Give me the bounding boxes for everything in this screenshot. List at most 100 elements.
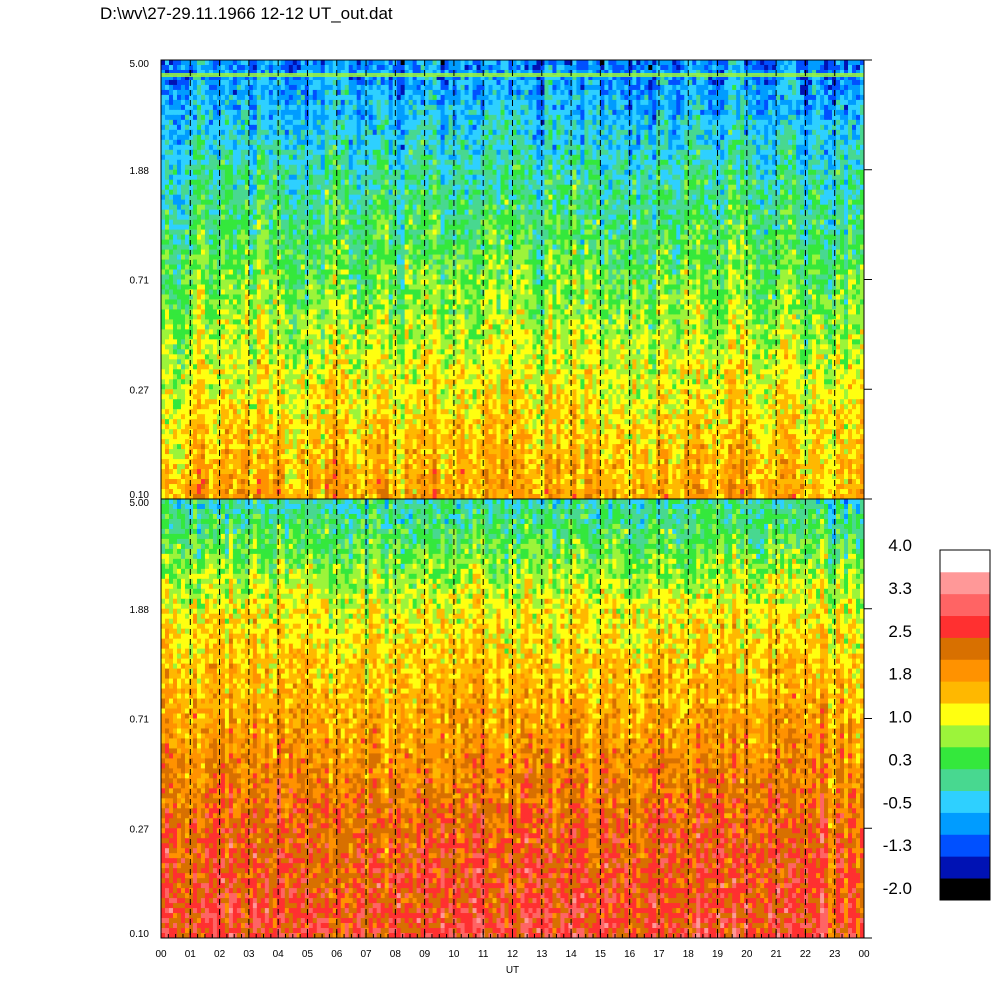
heatmap-cell xyxy=(684,60,689,66)
heatmap-cell xyxy=(456,94,462,101)
heatmap-cell xyxy=(492,60,498,66)
heatmap-cell xyxy=(564,184,570,191)
heatmap-cell xyxy=(768,129,773,136)
heatmap-cell xyxy=(544,69,550,76)
heatmap-cell xyxy=(336,99,342,106)
heatmap-cell xyxy=(472,79,478,86)
heatmap-cell xyxy=(436,99,442,106)
heatmap-cell xyxy=(688,124,693,131)
heatmap-cell xyxy=(408,64,414,71)
heatmap-cell xyxy=(708,94,713,101)
heatmap-cell xyxy=(476,109,482,116)
heatmap-cell xyxy=(800,94,805,101)
heatmap-cell xyxy=(288,199,294,206)
heatmap-cell xyxy=(376,144,382,151)
heatmap-cell xyxy=(516,129,522,136)
heatmap-cell xyxy=(220,79,226,86)
heatmap-cell xyxy=(212,109,218,116)
heatmap-cell xyxy=(804,149,809,156)
heatmap-cell xyxy=(564,119,570,126)
heatmap-cell xyxy=(688,174,693,181)
heatmap-cell xyxy=(280,129,286,136)
heatmap-cell xyxy=(596,99,601,106)
heatmap-cell xyxy=(636,174,641,181)
heatmap-cell xyxy=(612,124,617,131)
heatmap-cell xyxy=(752,144,757,151)
heatmap-cell xyxy=(600,84,605,91)
heatmap-cell xyxy=(548,159,554,166)
heatmap-cell xyxy=(196,179,202,186)
heatmap-cell xyxy=(280,74,286,81)
heatmap-cell xyxy=(396,199,402,206)
heatmap-cell xyxy=(776,89,781,96)
heatmap-cell xyxy=(348,184,354,191)
heatmap-cell xyxy=(436,129,442,136)
heatmap-cell xyxy=(300,134,306,141)
heatmap-cell xyxy=(260,60,266,66)
heatmap-cell xyxy=(196,60,202,66)
heatmap-cell xyxy=(404,199,410,206)
heatmap-cell xyxy=(368,94,374,101)
heatmap-cell xyxy=(428,99,434,106)
heatmap-cell xyxy=(784,189,789,196)
heatmap-cell xyxy=(748,189,753,196)
heatmap-cell xyxy=(824,154,829,161)
heatmap-cell xyxy=(744,194,749,201)
heatmap-cell xyxy=(720,104,725,111)
heatmap-cell xyxy=(748,159,753,166)
heatmap-cell xyxy=(464,149,470,156)
heatmap-cell xyxy=(404,189,410,196)
heatmap-cell xyxy=(720,154,725,161)
heatmap-cell xyxy=(264,64,270,71)
heatmap-cell xyxy=(392,164,398,171)
heatmap-cell xyxy=(276,89,282,96)
heatmap-cell xyxy=(688,129,693,136)
heatmap-cell xyxy=(492,89,498,96)
heatmap-cell xyxy=(812,89,817,96)
heatmap-cell xyxy=(776,159,781,166)
heatmap-cell xyxy=(640,129,645,136)
heatmap-cell xyxy=(752,189,757,196)
heatmap-cell xyxy=(368,184,374,191)
heatmap-cell xyxy=(824,169,829,176)
heatmap-cell xyxy=(812,114,817,121)
heatmap-cell xyxy=(336,89,342,96)
heatmap-cell xyxy=(700,84,705,91)
heatmap-cell xyxy=(812,74,817,81)
heatmap-cell xyxy=(772,84,777,91)
heatmap-cell xyxy=(440,159,446,166)
heatmap-cell xyxy=(264,74,270,81)
heatmap-cell xyxy=(452,104,458,111)
heatmap-cell xyxy=(716,134,721,141)
heatmap-cell xyxy=(276,184,282,191)
heatmap-cell xyxy=(512,104,518,111)
heatmap-cell xyxy=(288,194,294,201)
heatmap-cell xyxy=(556,109,562,116)
heatmap-cell xyxy=(848,79,853,86)
heatmap-cell xyxy=(572,154,577,161)
heatmap-cell xyxy=(232,60,238,66)
heatmap-cell xyxy=(504,189,510,196)
heatmap-cell xyxy=(448,179,454,186)
heatmap-cell xyxy=(656,104,661,111)
heatmap-cell xyxy=(484,119,490,126)
heatmap-cell xyxy=(596,179,601,186)
heatmap-cell xyxy=(400,64,406,71)
heatmap-cell xyxy=(628,64,633,71)
heatmap-cell xyxy=(228,129,234,136)
heatmap-cell xyxy=(252,194,258,201)
heatmap-cell xyxy=(804,144,809,151)
heatmap-cell xyxy=(260,119,266,126)
heatmap-cell xyxy=(840,194,845,201)
heatmap-cell xyxy=(848,69,853,76)
heatmap-cell xyxy=(696,89,701,96)
heatmap-cell xyxy=(176,74,182,81)
heatmap-cell xyxy=(248,104,254,111)
heatmap-cell xyxy=(636,89,641,96)
heatmap-cell xyxy=(620,139,625,146)
heatmap-cell xyxy=(764,64,769,71)
heatmap-cell xyxy=(652,69,657,76)
heatmap-cell xyxy=(808,74,813,81)
heatmap-cell xyxy=(772,164,777,171)
heatmap-cell xyxy=(380,129,386,136)
